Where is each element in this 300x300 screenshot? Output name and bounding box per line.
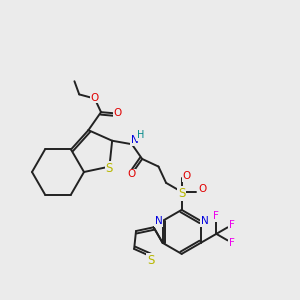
Text: F: F	[213, 211, 219, 221]
Text: N: N	[131, 135, 139, 145]
Text: F: F	[229, 220, 235, 230]
Text: S: S	[147, 254, 154, 267]
Text: H: H	[137, 130, 145, 140]
Text: S: S	[106, 162, 113, 175]
Text: F: F	[229, 238, 235, 248]
Text: O: O	[114, 108, 122, 118]
Text: O: O	[183, 171, 191, 181]
Text: N: N	[201, 216, 208, 226]
Text: O: O	[91, 92, 99, 103]
Text: N: N	[155, 216, 163, 226]
Text: O: O	[127, 169, 135, 179]
Text: O: O	[199, 184, 207, 194]
Text: S: S	[178, 188, 185, 200]
